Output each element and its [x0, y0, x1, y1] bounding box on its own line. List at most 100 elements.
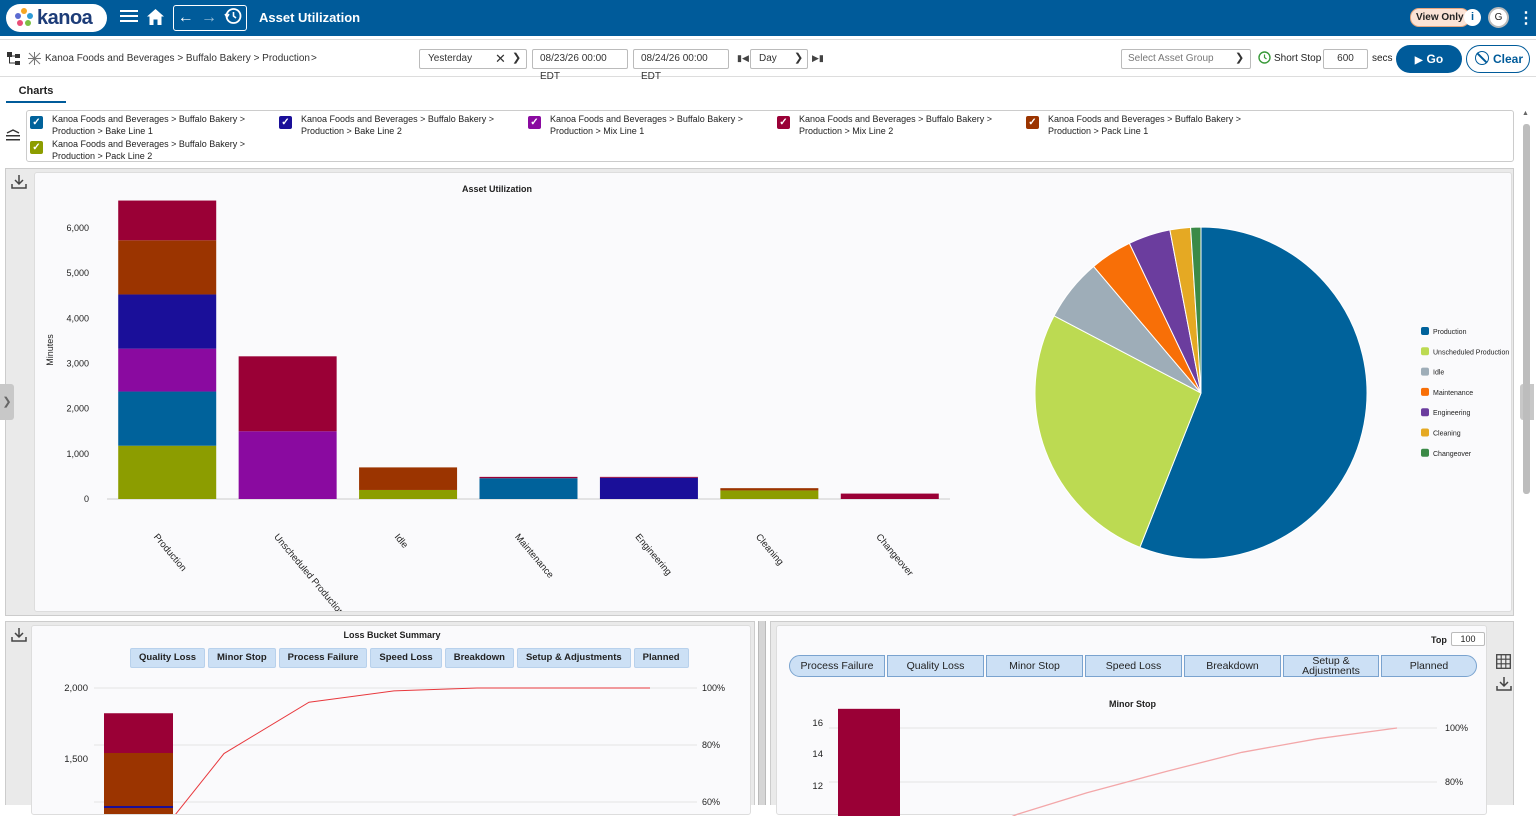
more-options-icon[interactable]: ⋮ — [1518, 10, 1534, 27]
table-view-icon[interactable] — [1496, 654, 1511, 674]
skip-first-icon[interactable]: ▮◀ — [737, 53, 749, 63]
chevron-down-icon[interactable]: ❯ — [1235, 52, 1245, 64]
left-collapse-handle[interactable]: ❯ — [0, 384, 14, 420]
x-tick-label: Engineering — [633, 532, 674, 578]
asset-name: Production > Pack Line 2 — [52, 151, 153, 161]
bar-segment — [118, 240, 217, 295]
loss-tab[interactable]: Process Failure — [278, 648, 368, 668]
loss-tab[interactable]: Setup & Adjustments — [516, 648, 631, 668]
detail-tab[interactable]: Quality Loss — [887, 655, 984, 677]
asset-name: Production > Mix Line 2 — [799, 126, 894, 136]
loss-bucket-pareto-chart: 2,000 1,500 100% 80% 60% — [64, 683, 725, 814]
cumulative-line — [175, 687, 650, 814]
period-value: Yesterday — [428, 53, 473, 64]
asset-group-select[interactable]: Select Asset Group ❯ — [1121, 49, 1251, 69]
loss-detail-tabs: Process Failure Quality Loss Minor Stop … — [789, 655, 1477, 677]
detail-tab[interactable]: Breakdown — [1184, 655, 1281, 677]
panel-splitter[interactable] — [758, 621, 766, 805]
asset-legend-item[interactable]: ✓ Kanoa Foods and Beverages > Buffalo Ba… — [30, 138, 262, 162]
asset-legend-item[interactable]: ✓ Kanoa Foods and Beverages > Buffalo Ba… — [30, 113, 262, 137]
granularity-select[interactable]: Day ❯ — [750, 49, 808, 69]
detail-tab[interactable]: Minor Stop — [986, 655, 1083, 677]
home-icon[interactable] — [145, 8, 165, 30]
pie-slice — [1139, 226, 1368, 560]
loss-tab[interactable]: Speed Loss — [370, 648, 442, 668]
download-icon[interactable] — [1496, 676, 1512, 692]
legend-label: Unscheduled Production — [1433, 349, 1509, 356]
detail-tab[interactable]: Setup & Adjustments — [1283, 655, 1379, 677]
detail-tab[interactable]: Speed Loss — [1085, 655, 1182, 677]
kanoa-logo[interactable]: kanoa — [6, 4, 107, 32]
short-stop-label: Short Stop — [1274, 53, 1322, 64]
loss-tab[interactable]: Planned — [633, 648, 689, 668]
chevron-down-icon[interactable]: ❯ — [794, 52, 804, 64]
x-tick-label: Maintenance — [512, 532, 555, 581]
detail-tab[interactable]: Process Failure — [789, 655, 885, 677]
period-select[interactable]: Yesterday ✕ ❯ — [419, 49, 527, 69]
checkbox-icon[interactable]: ✓ — [777, 116, 790, 129]
legend-swatch — [1421, 428, 1429, 437]
hierarchy-icon[interactable] — [7, 52, 21, 71]
checkbox-icon[interactable]: ✓ — [279, 116, 292, 129]
top-bar: kanoa ← → Asset Utilization View Only i … — [0, 0, 1536, 36]
y-tick-label: 5,000 — [66, 268, 89, 278]
page-scrollbar[interactable]: ▲ — [1522, 110, 1531, 805]
y-axis-label: Minutes — [45, 334, 55, 366]
asset-legend: ✓ Kanoa Foods and Beverages > Buffalo Ba… — [26, 110, 1514, 162]
clear-period-icon[interactable]: ✕ — [495, 51, 506, 66]
checkbox-icon[interactable]: ✓ — [30, 141, 43, 154]
checkbox-icon[interactable]: ✓ — [528, 116, 541, 129]
view-only-badge: View Only — [1410, 8, 1470, 27]
x-tick-label: Unscheduled Production — [271, 532, 346, 611]
menu-icon[interactable] — [119, 8, 139, 28]
y-tick-label: 6,000 — [66, 223, 89, 233]
bar-segment — [720, 488, 819, 491]
back-arrow-icon[interactable]: ← — [177, 9, 194, 26]
breadcrumb[interactable]: Kanoa Foods and Beverages > Buffalo Bake… — [45, 53, 310, 64]
scrollbar-thumb[interactable] — [1523, 124, 1530, 494]
page-title: Asset Utilization — [259, 10, 361, 25]
asset-legend-item[interactable]: ✓ Kanoa Foods and Beverages > Buffalo Ba… — [279, 113, 511, 137]
download-icon[interactable] — [11, 174, 27, 190]
y2-tick-label: 100% — [1445, 723, 1468, 733]
legend-label: Cleaning — [1433, 431, 1461, 438]
loss-tab[interactable]: Breakdown — [444, 648, 514, 668]
asset-path: Kanoa Foods and Beverages > Buffalo Bake… — [799, 114, 992, 124]
detail-tab[interactable]: Planned — [1381, 655, 1477, 677]
clear-button[interactable]: Clear — [1466, 45, 1530, 73]
start-date-input[interactable]: 08/23/26 00:00 EDT — [532, 49, 628, 82]
tab-charts[interactable]: Charts — [6, 79, 66, 103]
bar-segment — [104, 806, 173, 808]
chart-title: Asset Utilization — [462, 184, 532, 194]
short-stop-input[interactable]: 600 — [1323, 49, 1368, 69]
download-icon[interactable] — [11, 627, 27, 643]
checkbox-icon[interactable]: ✓ — [1026, 116, 1039, 129]
chevron-down-icon[interactable]: ❯ — [512, 52, 522, 64]
asset-path: Kanoa Foods and Beverages > Buffalo Bake… — [301, 114, 494, 124]
asset-legend-item[interactable]: ✓ Kanoa Foods and Beverages > Buffalo Ba… — [1026, 113, 1258, 137]
x-tick-label: Changeover — [873, 532, 915, 579]
history-icon[interactable] — [224, 7, 242, 30]
bar-segment — [720, 490, 819, 499]
loss-tab[interactable]: Quality Loss — [130, 648, 206, 668]
breadcrumb-more[interactable]: > — [311, 53, 317, 64]
top-count-input[interactable]: 100 — [1451, 632, 1485, 646]
skip-last-icon[interactable]: ▶▮ — [812, 53, 824, 63]
loss-tab[interactable]: Minor Stop — [208, 648, 276, 668]
go-button[interactable]: ▶ Go — [1396, 45, 1462, 73]
checkbox-icon[interactable]: ✓ — [30, 116, 43, 129]
y-tick-label: 2,000 — [64, 683, 88, 694]
scroll-up-icon[interactable]: ▲ — [1522, 110, 1529, 117]
legend-label: Idle — [1433, 370, 1444, 377]
info-icon[interactable]: i — [1464, 9, 1481, 26]
asset-legend-item[interactable]: ✓ Kanoa Foods and Beverages > Buffalo Ba… — [528, 113, 760, 137]
collapse-legend-icon[interactable] — [6, 128, 20, 146]
bar-segment — [479, 478, 578, 499]
loss-bucket-chart-area: Loss Bucket Summary Quality Loss Minor S… — [31, 625, 751, 815]
avatar[interactable]: G — [1488, 7, 1509, 28]
legend-label: Engineering — [1433, 410, 1470, 417]
forward-arrow-icon[interactable]: → — [200, 9, 217, 26]
end-date-input[interactable]: 08/24/26 00:00 EDT — [633, 49, 729, 82]
history-nav: ← → — [173, 5, 247, 31]
asset-legend-item[interactable]: ✓ Kanoa Foods and Beverages > Buffalo Ba… — [777, 113, 1009, 137]
